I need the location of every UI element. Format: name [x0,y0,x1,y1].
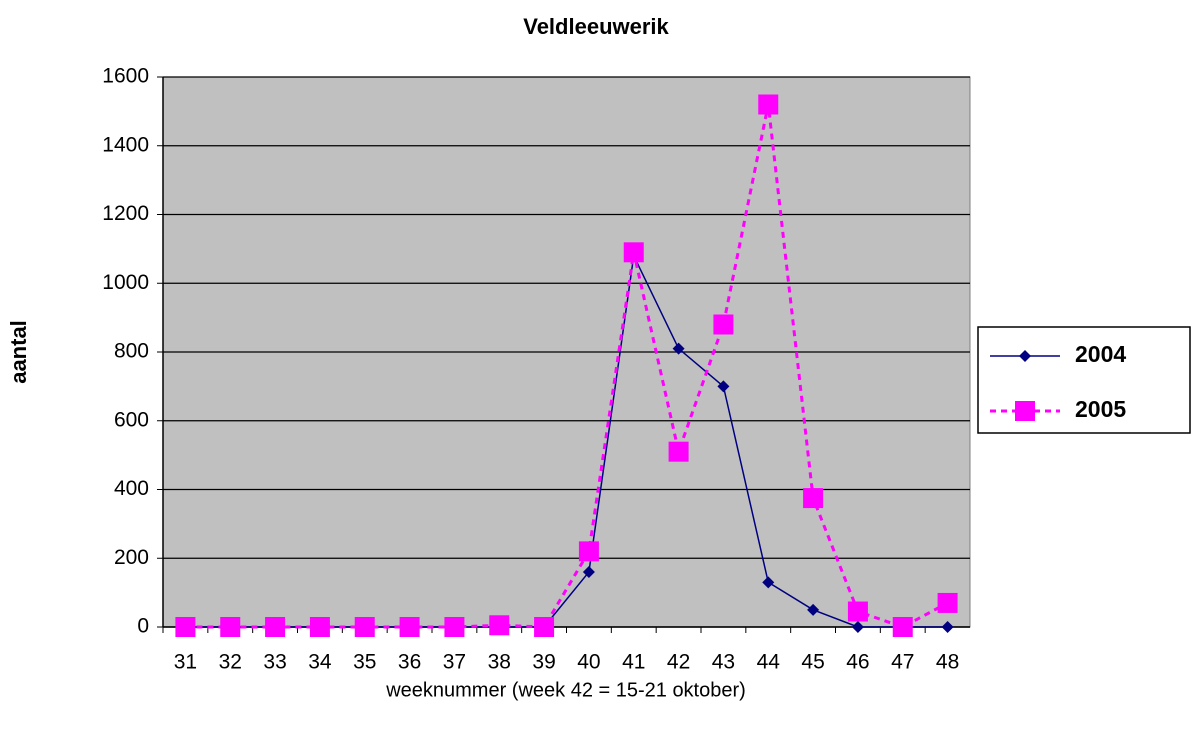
data-point [672,342,685,355]
legend-marker [1015,401,1035,421]
x-tick-label: 42 [667,651,690,674]
data-point [892,617,913,637]
data-point [941,621,954,633]
series-line [185,104,949,629]
legend [977,326,1191,434]
data-point [623,242,644,263]
y-tick-label: 1000 [102,271,149,294]
x-tick-label: 37 [443,651,466,674]
data-point [220,617,241,637]
data-point [807,603,820,616]
x-tick-label: 45 [801,651,824,674]
data-point [354,617,375,637]
y-tick-label: 600 [114,408,149,431]
data-point [444,617,465,637]
data-point [175,617,196,637]
data-point [937,592,958,613]
data-point [847,601,868,622]
data-point [534,617,555,637]
x-tick-label: 44 [757,651,781,674]
y-tick-label: 1600 [102,65,149,88]
x-tick-label: 36 [398,651,421,674]
x-tick-label: 34 [308,651,332,674]
x-tick-label: 32 [219,651,242,674]
x-tick-label: 41 [622,651,645,674]
x-tick-label: 40 [577,651,600,674]
data-point [309,617,330,637]
x-tick-label: 31 [174,651,197,674]
x-axis-label: weeknummer (week 42 = 15-21 oktober) [385,679,746,701]
y-axis-label: aantal [6,320,31,384]
legend-label: 2005 [1075,396,1126,422]
data-point [762,576,775,589]
data-point [758,94,779,115]
y-tick-label: 200 [114,546,149,569]
y-tick-label: 1400 [102,133,149,156]
x-tick-label: 48 [936,651,959,674]
legend-marker [1019,350,1031,362]
data-point [399,617,420,637]
x-tick-label: 43 [712,651,735,674]
y-tick-label: 0 [137,615,149,638]
y-tick-label: 800 [114,340,149,363]
data-point [717,380,730,393]
y-tick-label: 1200 [102,202,149,225]
data-point [713,314,734,335]
data-point [578,541,599,562]
x-tick-label: 39 [532,651,555,674]
x-tick-label: 46 [846,651,869,674]
data-point [265,617,286,637]
x-tick-label: 38 [488,651,511,674]
x-tick-label: 35 [353,651,376,674]
data-point [668,441,689,462]
data-point [582,566,595,578]
x-tick-label: 47 [891,651,914,674]
x-tick-label: 33 [263,651,286,674]
legend-label: 2004 [1075,341,1126,367]
chart-title: Veldleeuwerik [523,14,669,39]
data-point [851,621,864,633]
data-point [803,488,824,509]
y-tick-label: 400 [114,477,149,500]
data-point [489,615,510,636]
